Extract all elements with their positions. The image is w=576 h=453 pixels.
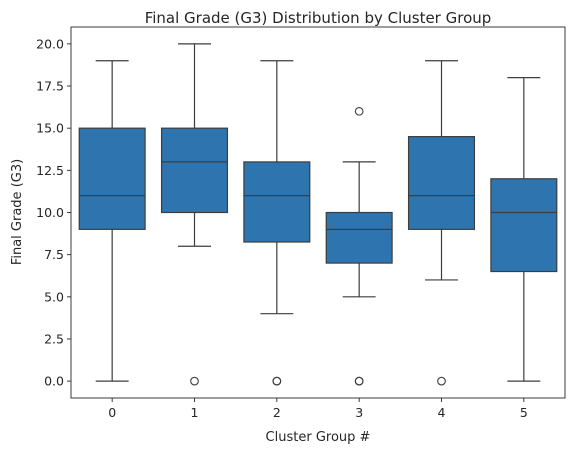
box-group-0 (78, 60, 146, 382)
box-group-5 (490, 76, 558, 382)
y-tick-label: 0.0 (44, 374, 64, 389)
iqr-box (490, 178, 558, 273)
outlier-point (272, 376, 282, 386)
y-tick-label: 2.5 (44, 331, 64, 346)
outlier-point (354, 376, 364, 386)
box-group-2 (243, 60, 311, 386)
iqr-box (325, 211, 393, 264)
x-tick-label: 2 (273, 405, 281, 420)
iqr-box (78, 127, 146, 230)
chart-title: Final Grade (G3) Distribution by Cluster… (145, 9, 492, 27)
y-tick-label: 5.0 (44, 289, 64, 304)
y-tick-label: 20.0 (36, 36, 64, 51)
box-group-3 (325, 106, 393, 386)
outlier-point (354, 106, 364, 116)
y-axis-label: Final Grade (G3) (10, 159, 25, 265)
outlier-point (437, 376, 446, 386)
box-group-1 (160, 43, 229, 386)
plot-area (78, 43, 558, 386)
y-tick-label: 17.5 (36, 79, 64, 94)
y-tick-label: 10.0 (36, 205, 64, 220)
box-group-4 (407, 60, 476, 386)
iqr-box (243, 161, 311, 243)
iqr-box (160, 127, 229, 214)
x-tick-label: 5 (520, 405, 528, 420)
x-tick-label: 4 (438, 405, 446, 420)
x-tick-label: 1 (191, 405, 199, 420)
x-tick-label: 3 (355, 405, 363, 420)
x-tick-label: 0 (108, 405, 116, 420)
y-tick-label: 12.5 (36, 163, 64, 178)
y-tick-label: 15.0 (36, 121, 64, 136)
y-tick-label: 7.5 (44, 247, 64, 262)
iqr-box (407, 136, 476, 230)
outlier-point (190, 376, 199, 386)
x-axis-label: Cluster Group # (266, 430, 371, 445)
